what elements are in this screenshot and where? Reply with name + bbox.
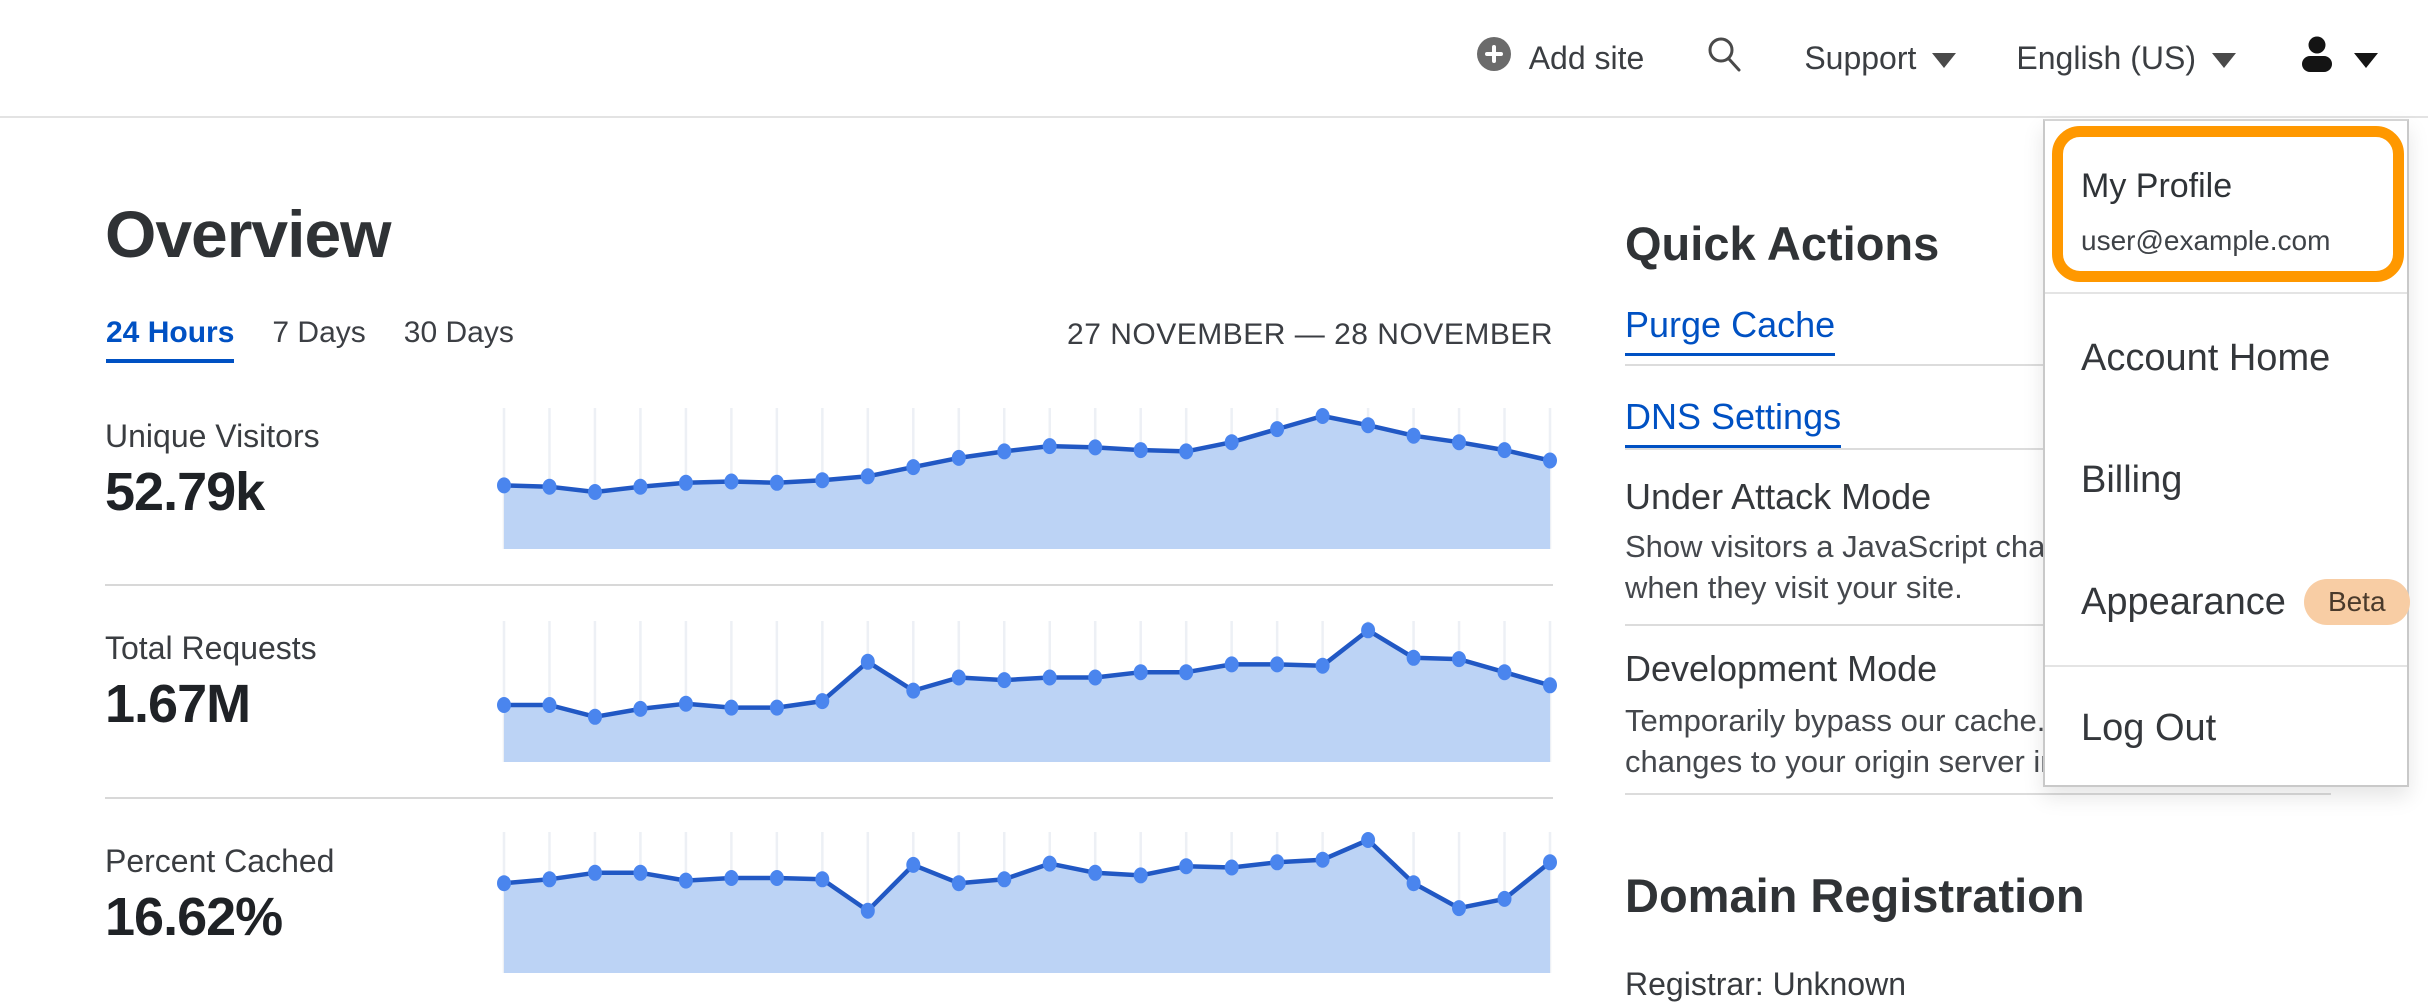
tab-30-days[interactable]: 30 Days [403,316,514,349]
registrar-line: Registrar: Unknown [1625,966,1906,1002]
metric-label: Percent Cached [105,843,335,879]
add-site-label: Add site [1528,39,1645,76]
menu-divider [2045,292,2407,294]
chevron-down-icon [2354,52,2378,68]
tab-24-hours[interactable]: 24 Hours [106,316,235,363]
divider [1625,364,2385,366]
menu-item-label: Billing [2081,459,2183,501]
divider [105,797,1553,799]
top-navbar: Add site Support English (US) [0,0,2428,118]
menu-item-label: Appearance [2081,580,2286,623]
menu-item-label: Account Home [2081,337,2331,379]
development-mode-title[interactable]: Development Mode [1625,648,1938,689]
search-button[interactable] [1704,34,1744,82]
metric-label: Total Requests [105,630,317,666]
page-title: Overview [105,197,392,271]
time-range-tabs: 24 Hours 7 Days 30 Days [106,316,514,363]
metric-percent-cached: Percent Cached 16.62% [105,843,465,948]
tab-7-days[interactable]: 7 Days [272,316,366,349]
metric-value: 16.62% [105,887,283,947]
add-site-button[interactable]: Add site [1475,35,1645,81]
under-attack-mode-title[interactable]: Under Attack Mode [1625,476,1932,517]
menu-item-label: Log Out [2081,707,2217,749]
metric-label: Unique Visitors [105,418,320,454]
metric-unique-visitors: Unique Visitors 52.79k [105,418,465,523]
plus-circle-icon [1475,35,1513,81]
billing-menu-item[interactable]: Billing [2081,459,2182,502]
chevron-down-icon [2212,52,2236,68]
unique-visitors-chart [497,408,1557,549]
divider [1625,448,2385,450]
account-dropdown-menu: My Profile user@example.com Account Home… [2043,119,2410,787]
metric-total-requests: Total Requests 1.67M [105,630,465,735]
account-home-menu-item[interactable]: Account Home [2081,337,2330,380]
metric-value: 52.79k [105,462,265,522]
divider [105,584,1553,586]
dns-settings-link[interactable]: DNS Settings [1625,396,1842,448]
total-requests-chart [497,621,1557,762]
domain-registration-title: Domain Registration [1625,869,2085,922]
log-out-menu-item[interactable]: Log Out [2081,707,2216,750]
divider [1625,793,2331,795]
description-line: Temporarily bypass our cache. See [1625,703,2110,738]
metric-value: 1.67M [105,674,251,734]
appearance-menu-item[interactable]: Appearance Beta [2081,579,2410,625]
menu-divider [2045,665,2407,667]
description-line: when they visit your site. [1625,570,1963,605]
account-menu-button[interactable] [2296,33,2378,83]
percent-cached-chart [497,832,1557,973]
divider [1625,624,2385,626]
quick-actions-title: Quick Actions [1625,217,1940,270]
date-range-label: 27 NOVEMBER — 28 NOVEMBER [1067,318,1553,351]
support-label: Support [1804,39,1917,76]
my-profile-menu-item[interactable]: My Profile [2081,167,2233,205]
chevron-down-icon [1932,52,1957,68]
profile-email: user@example.com [2081,225,2331,256]
user-icon [2296,33,2338,83]
beta-badge: Beta [2303,579,2410,625]
support-menu[interactable]: Support [1804,39,1957,77]
language-menu[interactable]: English (US) [2016,40,2236,77]
purge-cache-link[interactable]: Purge Cache [1625,304,1836,356]
language-label: English (US) [2016,39,2196,76]
search-icon [1704,34,1744,82]
